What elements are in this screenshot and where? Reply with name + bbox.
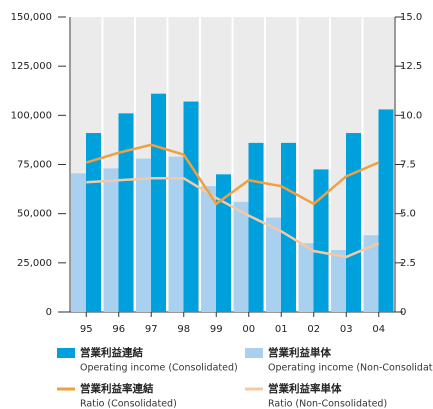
y2-tick-label: 12.5 (400, 61, 422, 72)
x-tick-label: 99 (210, 324, 223, 335)
y2-tick-label: 7.5 (400, 160, 416, 171)
bar (378, 109, 394, 312)
line (86, 177, 380, 259)
x-tick-label: 00 (242, 324, 255, 335)
bar (266, 217, 281, 312)
x-tick-label: 98 (177, 324, 190, 335)
bar (281, 142, 296, 312)
legend-label: 営業利益率単体 (268, 382, 342, 395)
bar (168, 156, 184, 312)
y-tick-label: 0 (46, 307, 52, 318)
bar (298, 243, 314, 312)
x-tick-label: 95 (80, 324, 93, 335)
y2-tick-label: 10.0 (400, 110, 422, 121)
bar (103, 168, 119, 312)
y-tick-label: 50,000 (17, 209, 52, 220)
legend-swatch (245, 348, 263, 358)
y2-tick-label: 2.5 (400, 258, 416, 269)
bar (151, 93, 166, 312)
x-tick-label: 97 (145, 324, 158, 335)
x-tick-label: 02 (307, 324, 320, 335)
bar (331, 250, 346, 312)
legend-sublabel: Ratio (Non-Consolidated) (268, 399, 387, 409)
legend-sublabel: Operating income (Consolidated) (80, 363, 238, 374)
x-tick-label: 04 (372, 324, 385, 335)
bar (346, 133, 361, 312)
bar (71, 173, 86, 312)
bar (363, 235, 379, 312)
legend-swatch (57, 348, 75, 358)
y-tick-label: 150,000 (11, 12, 52, 23)
bar (216, 174, 231, 312)
bar (313, 169, 329, 312)
y2-tick-label: 0 (400, 307, 406, 318)
y-tick-label: 100,000 (11, 110, 52, 121)
bar (136, 158, 151, 312)
bar (248, 142, 264, 312)
y-tick-label: 25,000 (17, 258, 52, 269)
x-tick-label: 03 (340, 324, 353, 335)
y-tick-label: 75,000 (17, 160, 52, 171)
y2-tick-label: 5.0 (400, 209, 416, 220)
bar (183, 101, 199, 312)
line (85, 143, 380, 206)
bar (233, 201, 249, 312)
x-tick-label: 96 (112, 324, 125, 335)
bar (201, 186, 216, 312)
x-tick-label: 01 (275, 324, 288, 335)
y2-tick-label: 15.0 (400, 12, 422, 23)
y-tick-label: 125,000 (11, 61, 52, 72)
legend-label: 営業利益率連結 (80, 382, 154, 395)
legend-label: 営業利益連結 (80, 346, 143, 359)
bar (86, 133, 101, 312)
bar (118, 113, 134, 312)
legend-sublabel: Operating income (Non-Consolidated) (268, 363, 433, 374)
legend-sublabel: Ratio (Consolidated) (80, 399, 177, 409)
legend-label: 営業利益単体 (268, 346, 331, 359)
